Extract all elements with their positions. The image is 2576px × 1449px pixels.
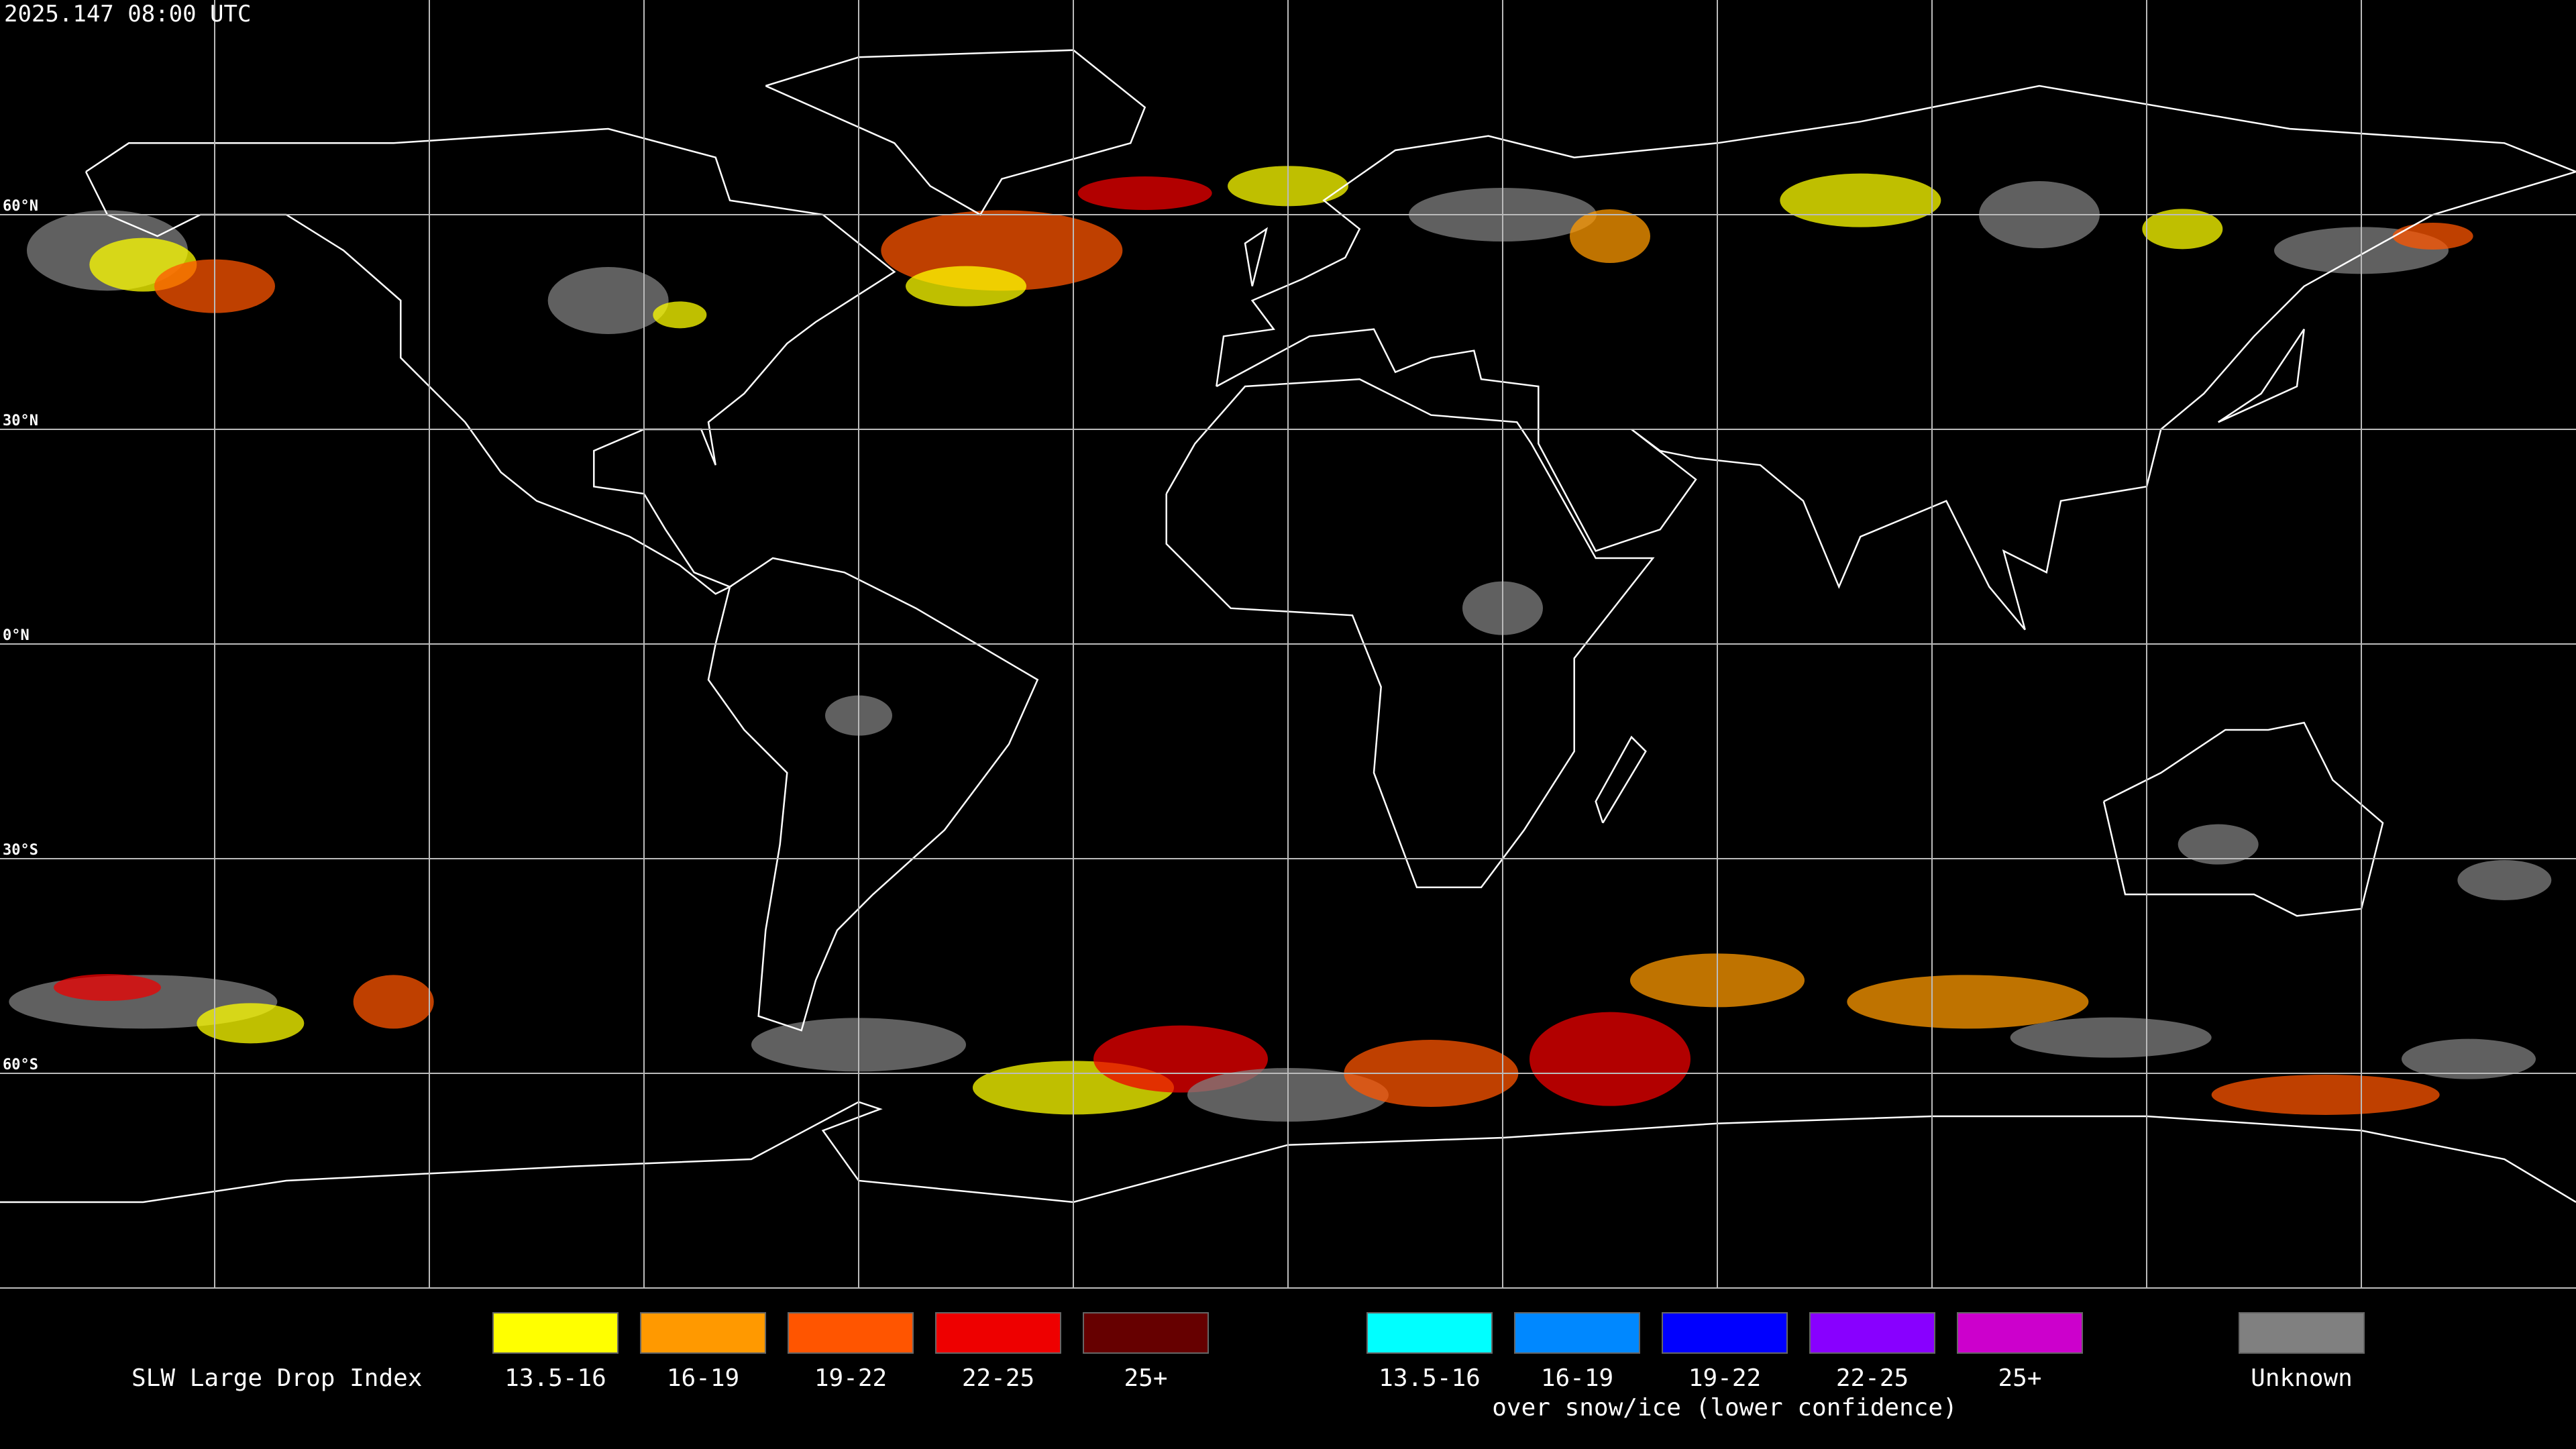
coastline: [1244, 227, 1268, 287]
legend-swatch: [935, 1312, 1061, 1354]
legend-label: 13.5-16: [504, 1364, 606, 1392]
cloud-patch: [2142, 209, 2223, 250]
timestamp: 2025.147 08:00 UTC: [4, 1, 251, 28]
cloud-patch: [906, 266, 1026, 307]
cloud-patch: [2402, 1038, 2536, 1079]
cloud-patch: [353, 975, 434, 1029]
legend-swatch: [1662, 1312, 1788, 1354]
coastline: [1216, 85, 2576, 631]
cloud-patch: [2392, 223, 2473, 250]
legend-swatch: [2239, 1312, 2365, 1354]
cloud-patch: [2178, 824, 2259, 865]
lat-label: 0°N: [3, 627, 30, 644]
coastline: [707, 557, 1039, 1032]
cloud-patch: [1529, 1012, 1690, 1106]
coastline: [2102, 721, 2384, 917]
coastline: [765, 49, 1146, 216]
legend-swatch: [1083, 1312, 1209, 1354]
legend-label: 19-22: [814, 1364, 887, 1392]
legend-label: 22-25: [1836, 1364, 1909, 1392]
legend-swatch: [1957, 1312, 2083, 1354]
lat-label: 60°S: [3, 1057, 38, 1073]
legend: SLW Large Drop Index 13.5-16 16-19 19-22 22-…: [131, 1312, 2365, 1421]
legend-label: 25+: [1998, 1364, 2041, 1392]
cloud-patch: [547, 267, 669, 334]
legend-label: 25+: [1124, 1364, 1167, 1392]
legend-swatch: [492, 1312, 619, 1354]
coastline: [1595, 735, 1647, 824]
cloud-patch: [1847, 975, 2089, 1029]
cloud-patch: [2010, 1017, 2212, 1058]
cloud-patch: [653, 301, 707, 329]
cloud-patch: [197, 1003, 305, 1044]
legend-swatch: [788, 1312, 914, 1354]
legend-label: 16-19: [1541, 1364, 1613, 1392]
cloud-patch: [1570, 209, 1650, 263]
cloud-patch: [1780, 173, 1941, 227]
cloud-patch: [54, 974, 161, 1001]
legend-swatch: [1366, 1312, 1493, 1354]
coastline: [2218, 329, 2305, 423]
legend-title: SLW Large Drop Index: [131, 1364, 422, 1392]
legend-label: Unknown: [2251, 1364, 2353, 1392]
legend-swatch: [640, 1312, 766, 1354]
legend-label: 16-19: [667, 1364, 739, 1392]
legend-label: 13.5-16: [1379, 1364, 1481, 1392]
lat-label: 30°S: [3, 842, 38, 859]
cloud-patch: [1077, 176, 1212, 210]
coastline: [0, 1101, 2576, 1203]
graticule: [0, 0, 2576, 1288]
lat-label: 30°N: [3, 413, 38, 429]
legend-note: over snow/ice (lower confidence): [1492, 1394, 1957, 1421]
legend-label: 22-25: [962, 1364, 1034, 1392]
cloud-patch: [2457, 860, 2552, 900]
coastline: [1165, 378, 1655, 888]
lat-label: 60°N: [3, 198, 38, 215]
legend-swatch: [1809, 1312, 1935, 1354]
legend-swatch: [1514, 1312, 1640, 1354]
legend-label: 19-22: [1688, 1364, 1761, 1392]
cloud-patch: [2211, 1075, 2440, 1115]
